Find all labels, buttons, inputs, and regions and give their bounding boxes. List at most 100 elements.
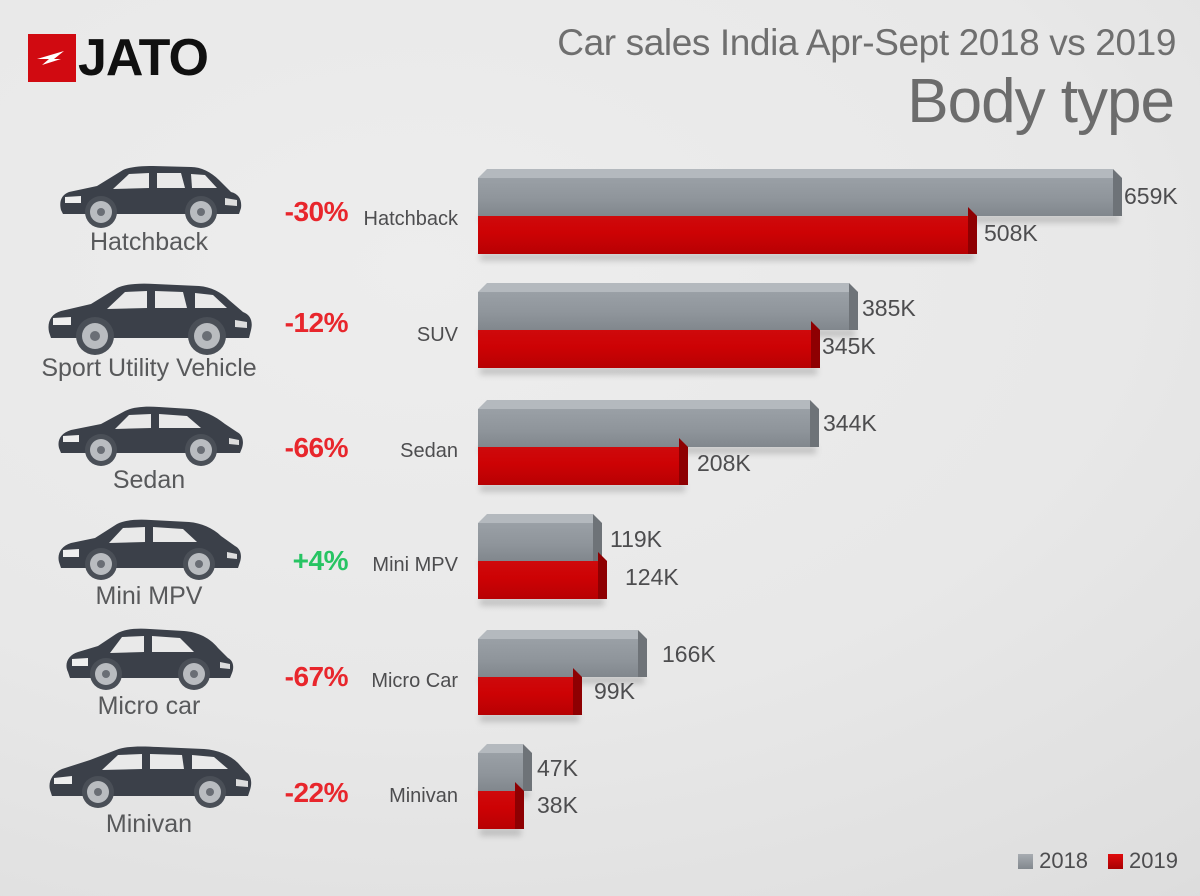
bar-end-cap: [968, 207, 977, 254]
vehicle-card-sedan: Sedan: [8, 400, 290, 495]
vehicle-card-hatchback: Hatchback: [8, 158, 290, 257]
bar-2018-micro-car[interactable]: [478, 630, 647, 684]
bar-top-bevel: [478, 400, 810, 409]
vehicle-name: Hatchback: [89, 228, 209, 256]
bar-2018-hatchback[interactable]: [478, 169, 1122, 223]
bar-end-cap: [811, 321, 820, 368]
jato-swoosh-icon: [28, 34, 76, 82]
bar-end-cap: [598, 552, 607, 599]
suv-car-icon: [48, 283, 252, 355]
legend-label-2019: 2019: [1129, 848, 1178, 873]
bar-2019-suv[interactable]: [478, 321, 820, 375]
bar-2018-mini-mpv[interactable]: [478, 514, 602, 568]
value-2018-mini-mpv: 119K: [610, 526, 663, 552]
vehicle-name: Mini MPV: [95, 582, 203, 610]
bar-top-bevel: [478, 514, 593, 523]
bar-2019-minivan[interactable]: [478, 782, 524, 836]
value-2019-hatchback: 508K: [984, 220, 1038, 246]
value-2019-micro-car: 99K: [594, 678, 635, 704]
value-2019-sedan: 208K: [697, 450, 751, 476]
chart-row-label-minivan: Minivan: [389, 785, 458, 807]
bar-top-bevel: [478, 169, 1113, 178]
bar-end-cap: [515, 782, 524, 829]
bar-2019-micro-car[interactable]: [478, 668, 582, 722]
vehicle-card-micro-car: Micro car: [8, 622, 290, 721]
bar-face: [478, 523, 593, 561]
bar-top-bevel: [478, 283, 849, 292]
bar-2019-hatchback[interactable]: [478, 207, 977, 261]
hatchback-car-icon: [60, 166, 242, 228]
legend-item-2018[interactable]: 2018: [1018, 848, 1088, 874]
jato-wordmark: JATO: [78, 29, 209, 87]
bar-shadow: [480, 828, 521, 836]
chart-row-label-micro-car: Micro Car: [371, 670, 458, 692]
bar-face: [478, 791, 515, 829]
vehicle-name: Minivan: [105, 810, 193, 838]
bar-end-cap: [810, 400, 819, 447]
vehicle-name: Sedan: [112, 466, 186, 494]
chart-row-label-sedan: Sedan: [400, 440, 458, 462]
micro-car-icon: [66, 628, 234, 690]
bar-shadow: [480, 598, 604, 606]
bar-end-cap: [593, 514, 602, 561]
vehicle-card-minivan: Minivan: [8, 740, 290, 839]
bar-face: [478, 292, 849, 330]
bar-end-cap: [573, 668, 582, 715]
bar-2019-mini-mpv[interactable]: [478, 552, 607, 606]
value-2018-minivan: 47K: [537, 755, 578, 781]
bar-face: [478, 561, 598, 599]
bar-shadow: [480, 714, 579, 722]
bar-top-bevel: [478, 630, 638, 639]
legend-swatch-2019-icon: [1108, 853, 1124, 869]
bar-shadow: [480, 367, 817, 375]
value-2018-hatchback: 659K: [1124, 183, 1178, 209]
bar-face: [478, 178, 1113, 216]
jato-logo: JATO: [28, 29, 209, 87]
delta-minivan: -22%: [284, 777, 349, 808]
delta-micro-car: -67%: [284, 661, 349, 692]
legend-item-2019[interactable]: 2019: [1108, 848, 1178, 874]
chart-row-label-mini-mpv: Mini MPV: [372, 554, 458, 576]
vehicle-card-mini-mpv: Mini MPV: [8, 512, 290, 611]
value-2019-mini-mpv: 124K: [625, 564, 679, 590]
delta-sedan: -66%: [284, 432, 349, 463]
bar-2019-sedan[interactable]: [478, 438, 688, 492]
legend-swatch-2018-icon: [1018, 853, 1034, 869]
bar-shadow: [480, 253, 974, 261]
minivan-car-icon: [49, 746, 251, 808]
chart-legend: 2018 2019: [1018, 848, 1178, 874]
value-2018-suv: 385K: [862, 295, 916, 321]
bar-face: [478, 330, 811, 368]
delta-mini-mpv: +4%: [292, 545, 349, 576]
vehicle-name: Sport Utility Vehicle: [41, 354, 257, 382]
bar-2018-suv[interactable]: [478, 283, 858, 337]
bar-end-cap: [1113, 169, 1122, 216]
value-2018-micro-car: 166K: [662, 641, 716, 667]
mini-mpv-car-icon: [58, 519, 241, 580]
bar-shadow: [480, 484, 685, 492]
bar-face: [478, 677, 573, 715]
chart-row-label-suv: SUV: [416, 324, 458, 346]
delta-hatchback: -30%: [284, 196, 349, 227]
bar-end-cap: [638, 630, 647, 677]
bar-end-cap: [679, 438, 688, 485]
vehicle-name: Micro car: [97, 692, 201, 720]
delta-suv: -12%: [284, 307, 349, 338]
bar-face: [478, 447, 679, 485]
sedan-car-icon: [58, 406, 243, 466]
bar-end-cap: [849, 283, 858, 330]
value-2018-sedan: 344K: [823, 410, 877, 436]
bar-face: [478, 216, 968, 254]
bar-2018-sedan[interactable]: [478, 400, 819, 454]
bar-end-cap: [523, 744, 532, 791]
legend-label-2018: 2018: [1039, 848, 1089, 873]
bar-face: [478, 409, 810, 447]
value-2019-suv: 345K: [822, 333, 876, 359]
value-2019-minivan: 38K: [537, 792, 578, 818]
page-subtitle: Body type: [907, 67, 1175, 136]
bar-top-bevel: [478, 744, 523, 753]
page-title: Car sales India Apr-Sept 2018 vs 2019: [557, 22, 1176, 63]
chart-row-label-hatchback: Hatchback: [363, 208, 459, 230]
